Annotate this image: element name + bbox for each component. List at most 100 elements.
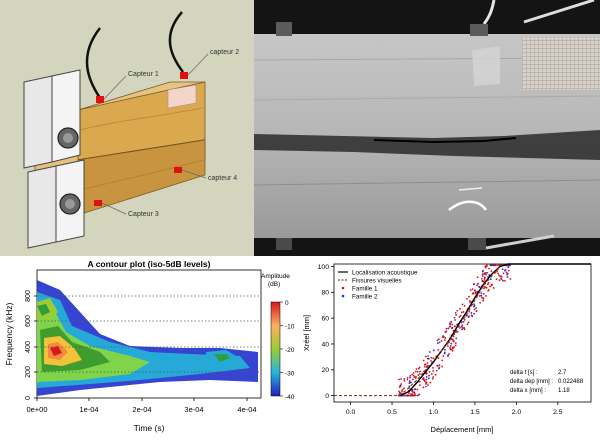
colorbar-tick-2: -20 [285, 347, 295, 354]
scatter-point [458, 327, 461, 329]
scatter-point [473, 289, 476, 292]
scatter-x-tick-label: 2.0 [512, 409, 522, 416]
scatter-point [427, 377, 430, 380]
colorbar-title-line2: (dB) [268, 281, 280, 288]
legend-item-acoustic: Localisation acoustique [352, 270, 418, 277]
scatter-point [408, 380, 411, 382]
scatter-point [484, 266, 487, 269]
scatter-point [443, 339, 446, 342]
scatter-point [418, 373, 421, 375]
scatter-point [401, 388, 404, 391]
scatter-point [403, 387, 405, 390]
scatter-point [422, 378, 425, 381]
scatter-point [454, 311, 457, 314]
colorbar-tick-1: -10 [285, 324, 295, 331]
contour-x-tick-0: 0e+00 [26, 405, 47, 414]
scatter-point [403, 378, 406, 380]
scatter-point [481, 296, 483, 299]
scatter-point [442, 335, 445, 338]
scatter-point [460, 325, 463, 328]
sensor-4-marker [174, 167, 182, 173]
scatter-point [413, 391, 416, 394]
scatter-point [449, 348, 452, 351]
scatter-point [435, 369, 438, 372]
scatter-point [441, 359, 444, 362]
contour-x-tick-2: 2e-04 [132, 405, 151, 414]
specimen-sketch-panel: Capteur 1 capteur 2 Capteur 3 capteur 4 [0, 0, 254, 256]
sensor-cable-2 [168, 11, 184, 73]
scatter-y-tick-label: 0 [325, 393, 329, 400]
scatter-point [400, 390, 403, 393]
scatter-point [458, 316, 461, 318]
scatter-point [413, 376, 416, 378]
scatter-point [422, 377, 425, 379]
contour-x-tick-4: 4e-04 [237, 405, 256, 414]
scatter-point [445, 330, 448, 333]
scatter-point [468, 310, 471, 313]
scatter-point [497, 264, 499, 267]
scatter-y-tick-label: 40 [321, 341, 329, 348]
scatter-point [455, 313, 458, 316]
scatter-point [502, 279, 504, 282]
scatter-point [492, 287, 495, 289]
scatter-point [478, 295, 481, 297]
scatter-point [441, 365, 444, 368]
scatter-point [508, 264, 511, 267]
scatter-point [462, 320, 465, 323]
scatter-point [408, 392, 410, 395]
scatter-point [432, 366, 434, 369]
scatter-point [418, 380, 421, 383]
series-visual-line [334, 266, 501, 397]
scatter-point [489, 264, 492, 267]
specimen-photo-panel [253, 0, 600, 256]
scatter-point [470, 314, 473, 317]
scatter-point [400, 383, 403, 385]
scatter-point [432, 376, 435, 378]
scatter-point [498, 279, 501, 282]
scatter-point [454, 319, 457, 321]
scatter-point [428, 370, 431, 373]
scatter-point [468, 315, 471, 318]
scatter-point [474, 291, 477, 294]
specimen-sketch: Capteur 1 capteur 2 Capteur 3 capteur 4 [23, 11, 239, 249]
legend-item-family2: Famille 2 [352, 294, 378, 301]
scatter-point [466, 297, 468, 300]
scatter-plot-area [333, 263, 592, 403]
colorbar-title-line1: Amplitude [261, 273, 290, 280]
scatter-point [410, 393, 413, 395]
scatter-annotations: delta t [s] : 2.7 delta dep [mm] : 0.022… [510, 370, 584, 394]
scatter-point [487, 289, 490, 291]
photo-sensor-bottom-right [468, 238, 486, 250]
colorbar-tick-4: -40 [285, 394, 295, 401]
scatter-point [479, 301, 482, 304]
scatter-point [416, 370, 419, 373]
scatter-point [438, 366, 441, 369]
scatter-point [454, 325, 456, 328]
scatter-point [410, 394, 412, 397]
scatter-point [475, 310, 478, 312]
scatter-point [471, 288, 474, 291]
scatter-point [449, 323, 452, 326]
contour-y-tick-3: 600 [25, 315, 32, 327]
annotation-delta-x-label: delta x [mm] : [510, 388, 546, 394]
scatter-point [427, 384, 429, 386]
scatter-point [497, 272, 499, 275]
scatter-point [409, 376, 411, 379]
scatter-y-tick-label: 80 [321, 290, 329, 297]
scatter-point [422, 386, 425, 389]
scatter-point [425, 372, 428, 375]
scatter-point [417, 374, 420, 376]
scatter-point [472, 292, 475, 294]
scatter-point [463, 304, 466, 307]
steel-plate-upper-left [23, 75, 53, 169]
scatter-point [451, 349, 454, 352]
scatter-point [461, 303, 464, 306]
scatter-point [451, 326, 454, 329]
scatter-point [486, 271, 488, 274]
scatter-point [398, 394, 400, 397]
scatter-point [430, 373, 433, 375]
scatter-point [475, 307, 477, 310]
scatter-point [461, 324, 464, 327]
scatter-point [469, 299, 471, 302]
scatter-point [436, 365, 439, 367]
